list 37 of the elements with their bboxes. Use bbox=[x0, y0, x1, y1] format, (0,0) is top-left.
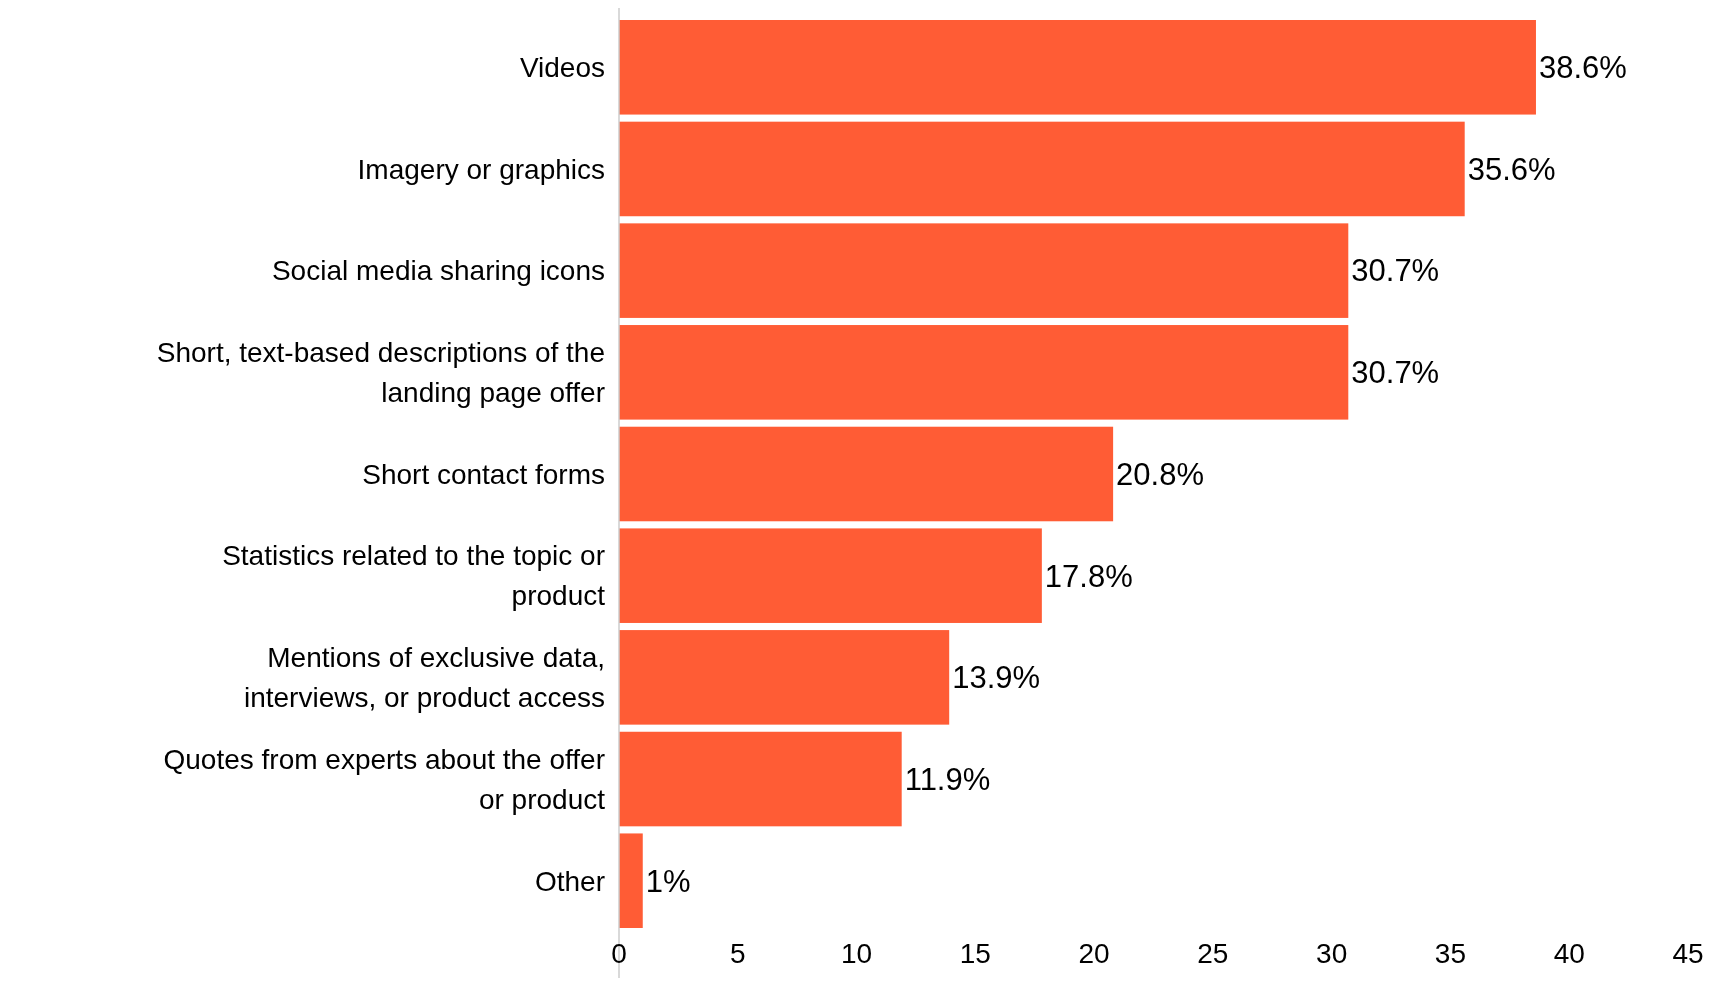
y-tick-label: Videos bbox=[519, 52, 605, 84]
x-tick-label: 45 bbox=[1672, 938, 1704, 969]
bar bbox=[619, 325, 1349, 420]
bar bbox=[619, 528, 1042, 623]
bar bbox=[619, 223, 1349, 318]
data-label: 13.9% bbox=[952, 660, 1041, 696]
x-tick-label: 0 bbox=[611, 938, 627, 969]
data-label: 30.7% bbox=[1351, 253, 1440, 289]
data-label: 1% bbox=[645, 863, 691, 899]
y-tick-label: Statistics related to the topic or product bbox=[222, 540, 606, 612]
data-label: 38.6% bbox=[1538, 50, 1627, 86]
bar bbox=[619, 121, 1465, 217]
data-label: 20.8% bbox=[1116, 456, 1205, 492]
data-label: 11.9% bbox=[904, 761, 991, 797]
x-tick-label: 10 bbox=[840, 938, 873, 969]
y-tick-label: Short contact forms bbox=[362, 458, 605, 490]
y-tick-label: Mentions of exclusive data, interviews, or product access bbox=[243, 642, 605, 714]
y-tick-label: Other bbox=[534, 865, 605, 897]
data-label: 30.7% bbox=[1351, 355, 1440, 391]
y-tick-label: Short, text-based descriptions of the landing page offer bbox=[156, 337, 605, 409]
x-tick-label: 40 bbox=[1553, 938, 1585, 969]
bar bbox=[619, 630, 950, 725]
x-tick-label: 25 bbox=[1197, 938, 1229, 969]
x-tick-label: 20 bbox=[1078, 938, 1110, 969]
bar bbox=[619, 731, 902, 827]
bar bbox=[619, 426, 1114, 522]
x-tick-label: 30 bbox=[1316, 938, 1348, 969]
x-tick-label: 5 bbox=[729, 938, 746, 969]
data-label: 35.6% bbox=[1467, 151, 1556, 187]
bar bbox=[619, 833, 643, 928]
data-label: 17.8% bbox=[1044, 558, 1133, 594]
y-tick-label: Quotes from experts about the offer or product bbox=[163, 743, 606, 815]
bar bbox=[619, 20, 1536, 115]
y-tick-label: Social media sharing icons bbox=[271, 255, 605, 287]
y-tick-label: Imagery or graphics bbox=[357, 153, 605, 185]
x-tick-label: 15 bbox=[959, 938, 991, 969]
x-tick-label: 35 bbox=[1434, 938, 1467, 969]
